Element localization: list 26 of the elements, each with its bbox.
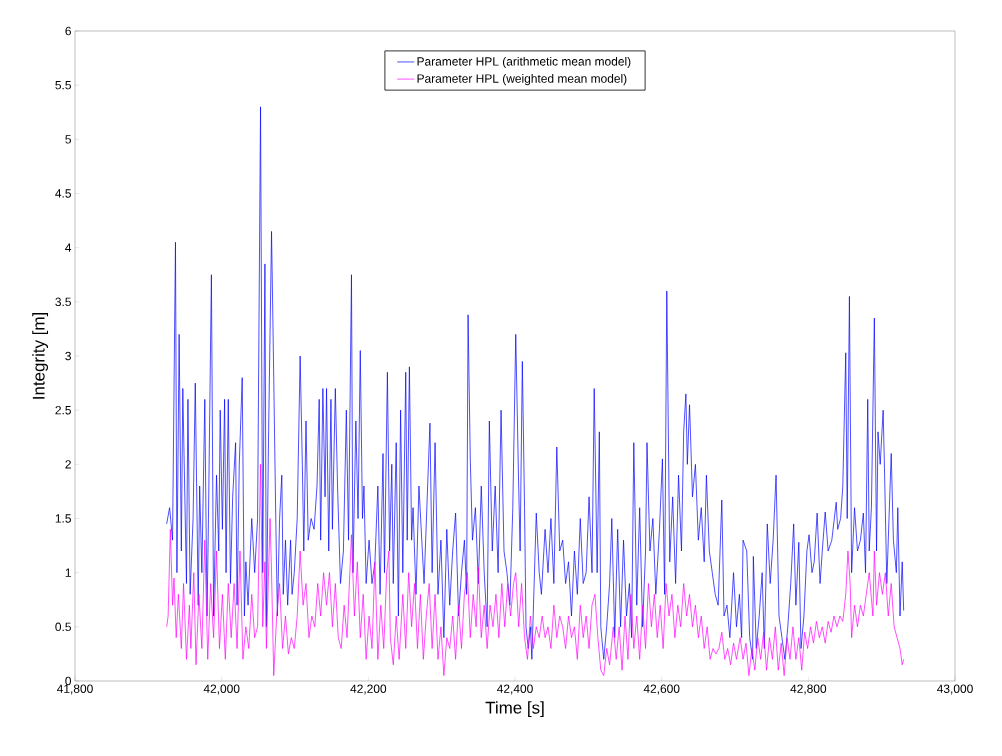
x-tick-label: 42,000 [203,684,240,695]
y-tick-label: 5.5 [55,81,71,90]
legend-label: Parameter HPL (arithmetic mean model) [417,56,631,68]
line-series [166,463,905,676]
y-axis-title: Integrity [m] [32,312,49,399]
y-tick-label: 2 [65,460,71,469]
x-tick-label: 42,200 [350,684,387,695]
y-tick-label: 3 [65,351,71,361]
y-tick-label: 3.5 [55,297,71,307]
y-tick-label: 0.5 [55,622,71,632]
y-tick-label: 6 [65,26,71,36]
x-tick-label: 42,600 [643,684,680,695]
line-series [166,106,905,660]
y-tick-label: 4 [65,243,72,252]
y-tick-label: 1.5 [55,514,71,523]
y-tick-label: 1 [65,568,71,577]
y-tick-label: 5 [65,135,71,144]
x-tick-label: 43,000 [937,684,973,695]
y-tick-label: 0 [65,676,72,686]
x-tick-label: 42,800 [790,684,827,695]
legend-label: Parameter HPL (weighted mean model) [417,74,627,86]
x-tick-label: 41,800 [57,684,93,695]
x-tick-label: 42,400 [497,684,533,695]
y-tick-label: 2.5 [55,405,71,415]
y-tick-label: 4.5 [55,189,71,198]
x-axis-title: Time [s] [485,701,544,718]
